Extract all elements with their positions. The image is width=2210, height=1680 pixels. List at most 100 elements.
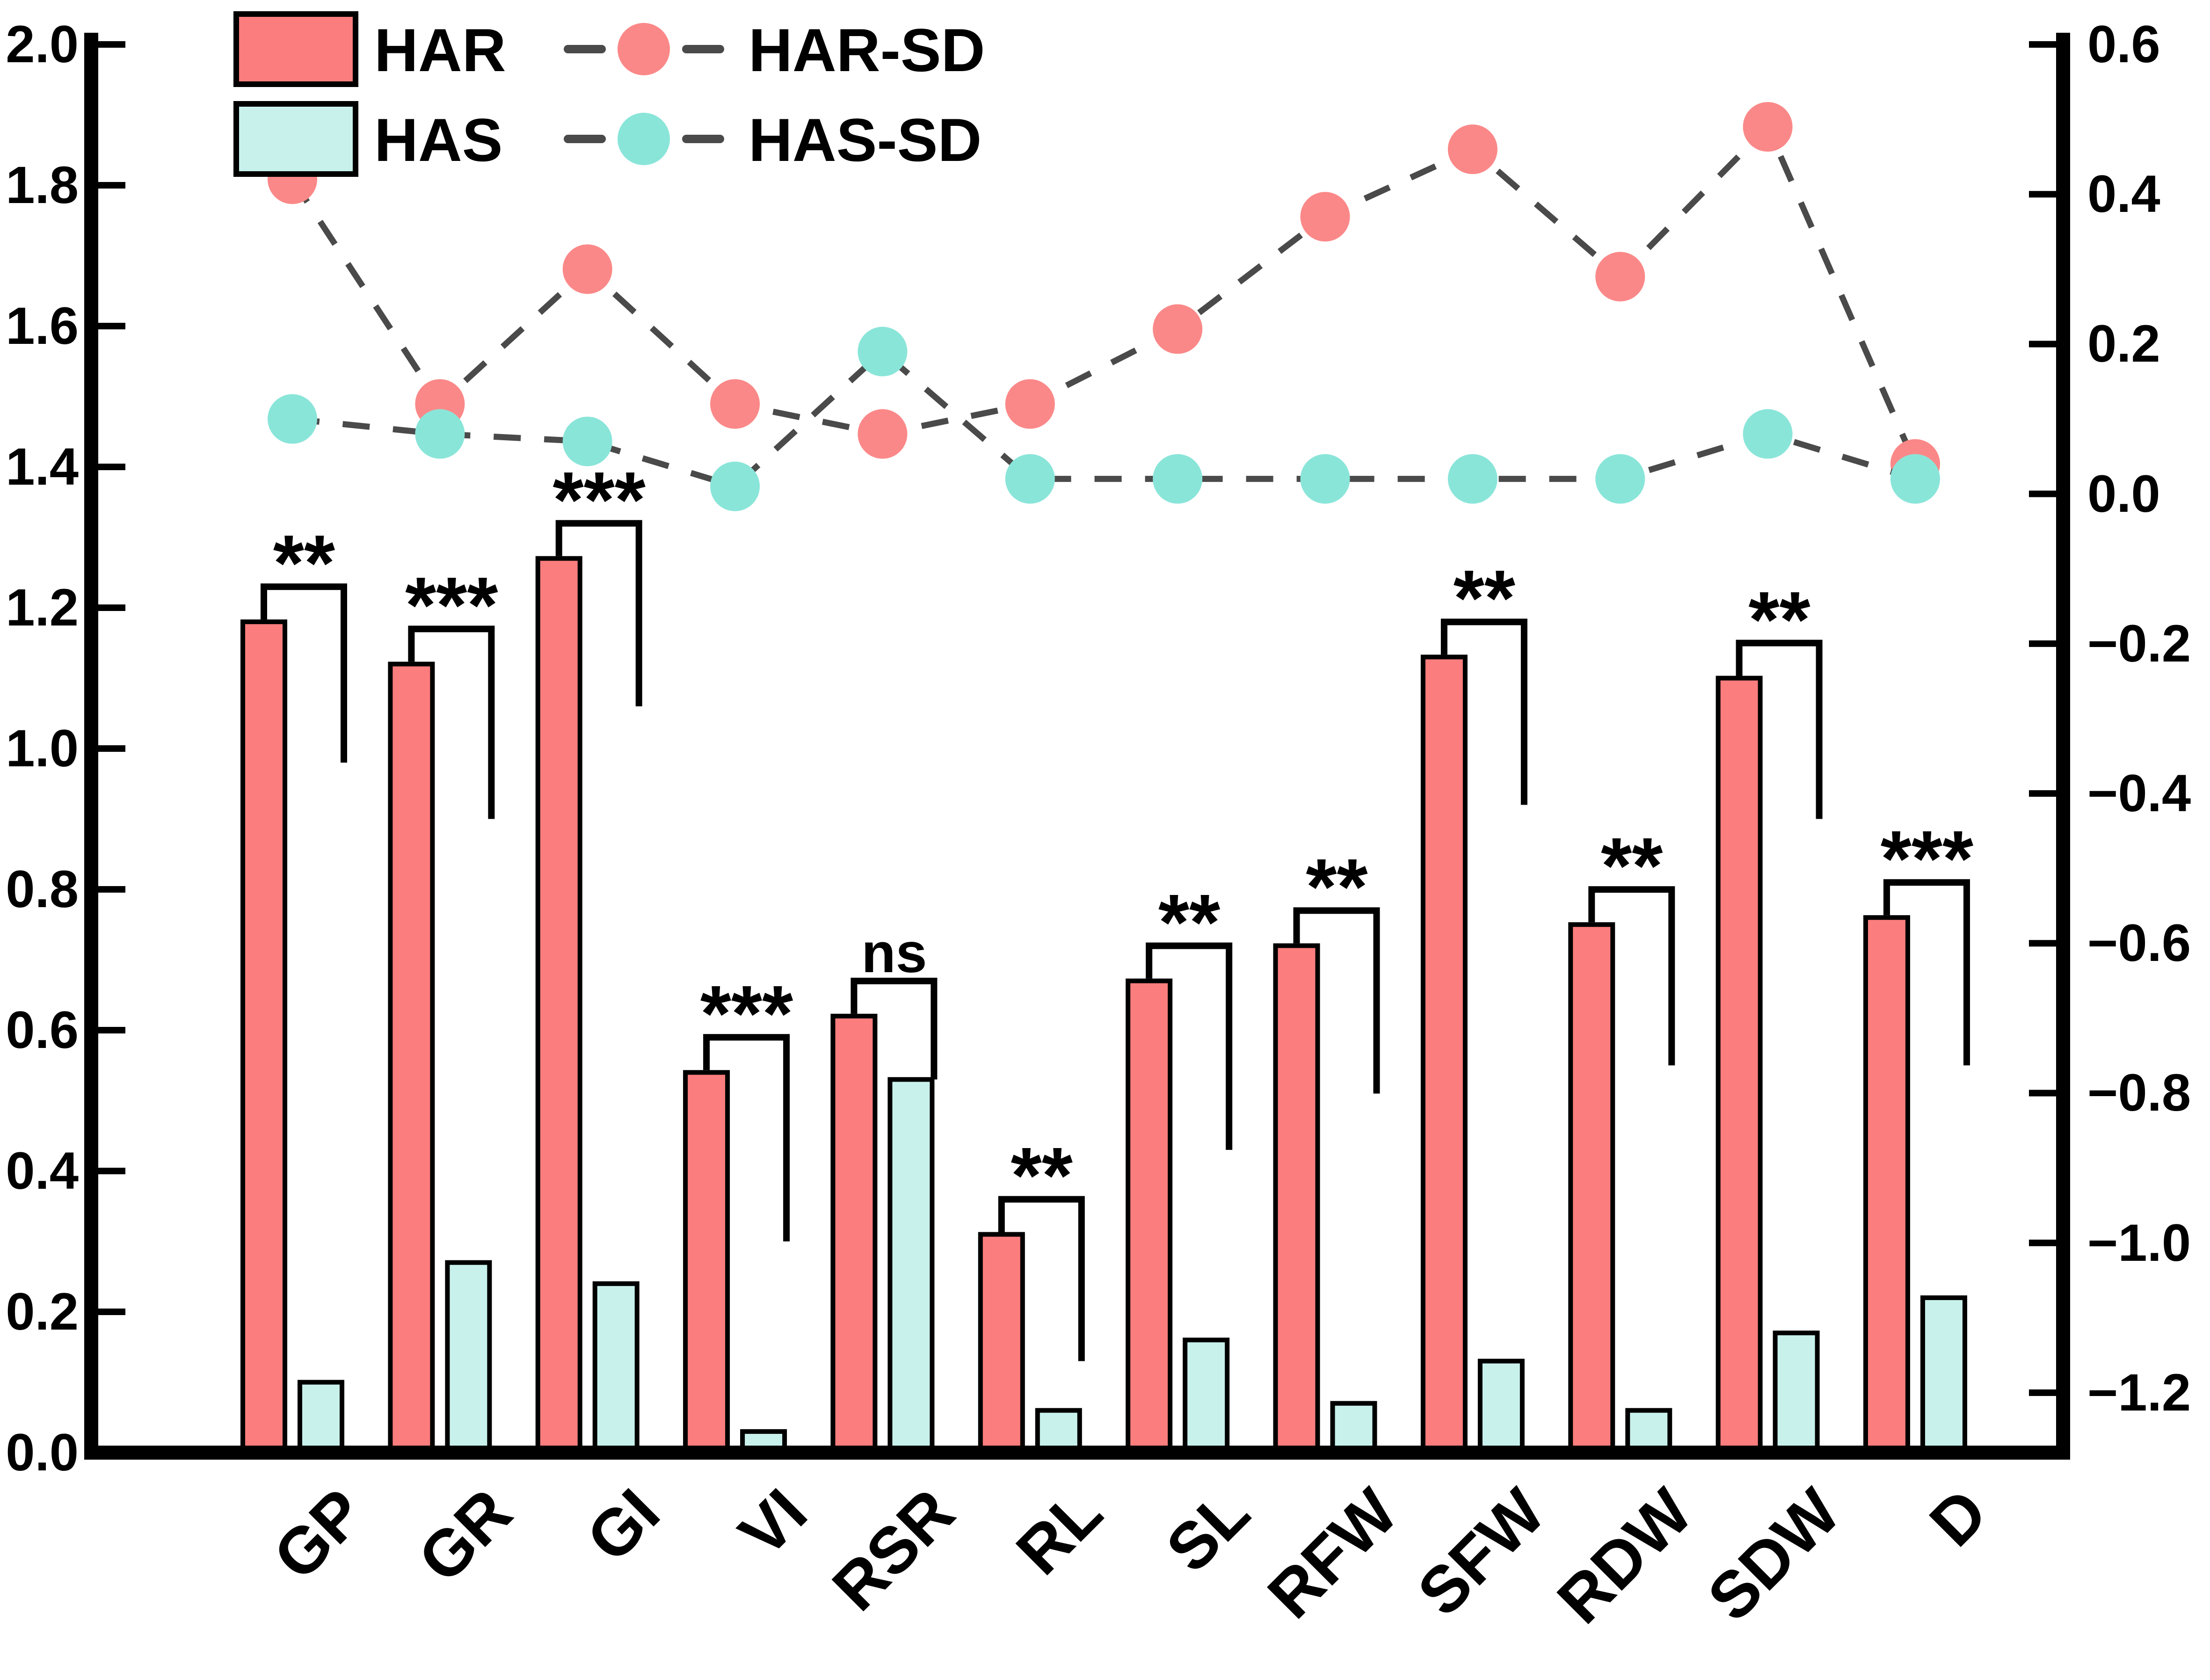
legend-label-har: HAR xyxy=(374,16,506,84)
legend-swatch-has xyxy=(233,101,358,177)
legend-dash-has-sd xyxy=(564,135,606,143)
bar-has-GI xyxy=(592,1281,640,1455)
y-right-tick-label-0.6: 0.6 xyxy=(2087,15,2160,73)
marker-has-sd-VI xyxy=(710,461,760,511)
marker-has-sd-D xyxy=(1890,454,1940,504)
y-left-tick-1.4 xyxy=(98,464,125,470)
bar-har-D xyxy=(1863,915,1910,1455)
sig-bracket-GR xyxy=(408,625,495,819)
y-right-tick-0.2 xyxy=(2029,341,2056,348)
y-right-tick-−0.8 xyxy=(2029,1090,2056,1097)
marker-har-sd-SFW xyxy=(1447,124,1498,175)
axis-bottom-spine xyxy=(84,1446,2070,1460)
y-right-tick-label-0.2: 0.2 xyxy=(2087,314,2160,373)
bar-has-SDW xyxy=(1773,1331,1820,1455)
legend-dash-har-sd xyxy=(564,45,606,53)
y-left-tick-label-2.0: 2.0 xyxy=(6,15,79,73)
bar-has-D xyxy=(1920,1295,1967,1455)
y-right-tick-label-−0.2: −0.2 xyxy=(2087,614,2191,673)
marker-har-sd-RFW xyxy=(1300,192,1350,242)
bar-has-GR xyxy=(445,1260,492,1455)
bar-har-RDW xyxy=(1568,922,1615,1455)
legend-label-has-sd: HAS-SD xyxy=(749,106,982,174)
y-left-tick-1.8 xyxy=(98,182,125,189)
y-left-tick-1.2 xyxy=(98,604,125,611)
y-right-tick-−1.2 xyxy=(2029,1389,2056,1396)
legend-dash2-has-sd xyxy=(682,135,724,143)
marker-has-sd-RSR xyxy=(858,327,908,377)
y-right-tick-−0.6 xyxy=(2029,940,2056,947)
y-right-tick-−0.2 xyxy=(2029,640,2056,647)
sig-label-GI: *** xyxy=(552,455,646,545)
legend-marker-har-sd xyxy=(618,23,670,75)
bar-has-SL xyxy=(1183,1338,1230,1455)
sig-label-RL: ** xyxy=(1010,1131,1073,1221)
legend-label-har-sd: HAR-SD xyxy=(749,16,985,84)
y-left-tick-0.4 xyxy=(98,1168,125,1174)
sig-label-RSR: ns xyxy=(861,921,927,984)
sig-bracket-RL xyxy=(998,1196,1085,1361)
y-left-tick-label-1.0: 1.0 xyxy=(6,719,79,778)
sig-bracket-SFW xyxy=(1440,618,1527,805)
marker-har-sd-RL xyxy=(1005,379,1055,429)
marker-har-sd-VI xyxy=(710,379,760,429)
bar-has-GP xyxy=(298,1380,344,1455)
sig-label-RDW: ** xyxy=(1601,822,1663,911)
y-left-tick-1.6 xyxy=(98,323,125,329)
marker-has-sd-RFW xyxy=(1300,454,1350,504)
y-left-tick-label-0.0: 0.0 xyxy=(6,1423,79,1482)
y-right-tick-label-−0.4: −0.4 xyxy=(2087,764,2191,823)
y-right-tick-label-−1.0: −1.0 xyxy=(2087,1213,2191,1272)
axis-right-spine xyxy=(2056,33,2070,1460)
y-left-tick-0.2 xyxy=(98,1309,125,1315)
axis-left-spine xyxy=(84,33,98,1460)
y-left-tick-label-1.8: 1.8 xyxy=(6,156,79,214)
bar-har-RFW xyxy=(1273,943,1320,1455)
sig-label-RFW: ** xyxy=(1306,843,1368,932)
bar-har-VI xyxy=(683,1070,730,1455)
y-right-tick-label-−0.6: −0.6 xyxy=(2087,914,2191,973)
marker-has-sd-RDW xyxy=(1595,454,1645,504)
y-right-tick-label-−0.8: −0.8 xyxy=(2087,1063,2191,1122)
marker-har-sd-SDW xyxy=(1743,102,1793,152)
sig-label-VI: *** xyxy=(700,969,793,1059)
sig-label-GR: *** xyxy=(405,561,498,650)
bar-har-RL xyxy=(978,1232,1025,1455)
sig-label-D: *** xyxy=(1880,815,1974,904)
sig-bracket-RDW xyxy=(1588,886,1675,1066)
sig-bracket-SL xyxy=(1146,942,1233,1150)
marker-har-sd-GI xyxy=(562,244,612,294)
sig-bracket-D xyxy=(1883,879,1970,1066)
y-left-tick-label-0.8: 0.8 xyxy=(6,860,79,918)
y-right-tick-0.6 xyxy=(2029,41,2056,48)
y-right-tick-−0.4 xyxy=(2029,790,2056,797)
legend-dash2-har-sd xyxy=(682,45,724,53)
y-right-tick-label-−1.2: −1.2 xyxy=(2087,1363,2191,1422)
y-left-tick-2.0 xyxy=(98,41,125,48)
marker-has-sd-GP xyxy=(268,394,317,444)
y-right-tick-0.4 xyxy=(2029,191,2056,198)
marker-har-sd-RDW xyxy=(1595,252,1645,302)
y-left-tick-label-1.4: 1.4 xyxy=(6,437,79,496)
sig-label-GP: ** xyxy=(273,519,335,608)
y-right-tick-0.0 xyxy=(2029,490,2056,497)
legend-swatch-har xyxy=(233,11,358,87)
y-right-tick-label-0.0: 0.0 xyxy=(2087,464,2160,523)
sig-bracket-VI xyxy=(703,1034,790,1242)
marker-has-sd-SL xyxy=(1153,454,1203,504)
y-left-tick-label-0.6: 0.6 xyxy=(6,1001,79,1059)
bar-har-GR xyxy=(388,662,435,1455)
bar-har-SFW xyxy=(1420,655,1468,1455)
legend-marker-has-sd xyxy=(618,113,670,165)
y-left-tick-label-1.2: 1.2 xyxy=(6,578,79,637)
bar-har-SL xyxy=(1126,978,1173,1455)
bar-har-GI xyxy=(535,556,582,1455)
sig-label-SDW: ** xyxy=(1748,575,1810,664)
y-left-tick-label-0.4: 0.4 xyxy=(6,1142,79,1200)
marker-har-sd-RSR xyxy=(858,409,908,459)
bar-has-RFW xyxy=(1330,1401,1377,1455)
sig-bracket-SDW xyxy=(1736,640,1823,819)
marker-has-sd-GI xyxy=(562,416,612,466)
